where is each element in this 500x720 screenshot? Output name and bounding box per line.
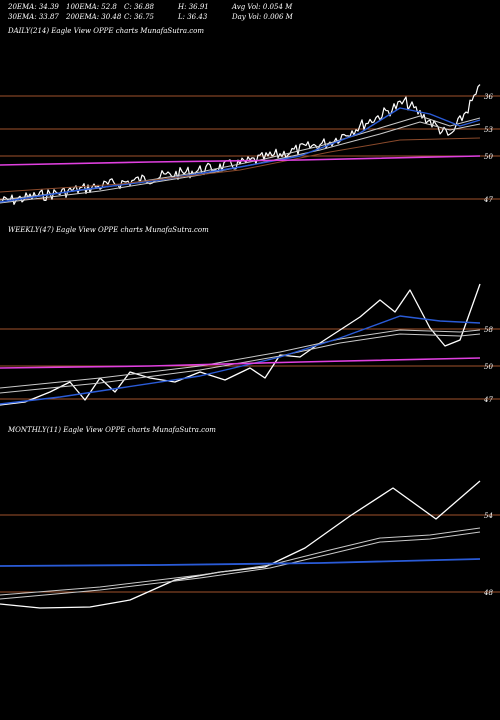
monthly-ema-short-line — [0, 558, 481, 567]
weekly-panel-label: WEEKLY(47) Eagle View OPPE charts Munafa… — [8, 226, 209, 234]
header-100ema: 100EMA: 52.8 — [66, 3, 117, 11]
header-avg-vol: Avg Vol: 0.054 M — [232, 3, 293, 11]
daily-ema-mid-line-2 — [0, 121, 481, 204]
level-label: 48 — [483, 589, 493, 597]
level-label: 47 — [483, 396, 493, 404]
header-row-1: 20EMA: 34.39 100EMA: 52.8 C: 36.88 H: 36.91… — [8, 3, 292, 11]
monthly-price-line — [0, 480, 481, 609]
daily-panel-label: DAILY(214) Eagle View OPPE charts Munafa… — [8, 27, 205, 35]
daily-price-line — [0, 84, 481, 205]
level-label: 36 — [484, 93, 493, 101]
header-30ema: 30EMA: 33.87 — [8, 13, 59, 21]
weekly-ema-mid-line-2 — [0, 333, 481, 394]
header-high: H: 36.91 — [178, 3, 209, 11]
level-label: 50 — [484, 153, 493, 161]
monthly-ema-mid-line-2 — [0, 531, 481, 600]
level-label: 50 — [484, 363, 493, 371]
daily-ema-brown-line — [0, 137, 481, 193]
weekly-ema-long-line — [0, 357, 481, 369]
weekly-price-line — [0, 283, 481, 406]
header-low: L: 36.43 — [178, 13, 208, 21]
daily-ema-long-line — [0, 155, 481, 166]
header-close: C: 36.88 — [124, 3, 154, 11]
level-label: 47 — [483, 196, 493, 204]
level-label: 54 — [484, 512, 493, 520]
header-close-2: C: 36.75 — [124, 13, 154, 21]
monthly-panel-label: MONTHLY(11) Eagle View OPPE charts Munaf… — [8, 426, 216, 434]
level-label: 53 — [484, 126, 493, 134]
header-row-2: 30EMA: 33.87 200EMA: 30.48 C: 36.75 L: 36.4… — [8, 13, 293, 21]
header-200ema: 200EMA: 30.48 — [66, 13, 122, 21]
weekly-ema-mid-line — [0, 329, 481, 389]
header-day-vol: Day Vol: 0.006 M — [232, 13, 293, 21]
daily-ema-short-line — [0, 107, 481, 203]
level-label: 58 — [484, 326, 493, 334]
header-20ema: 20EMA: 34.39 — [8, 3, 59, 11]
weekly-ema-short-line — [0, 315, 481, 405]
monthly-ema-mid-line — [0, 527, 481, 596]
